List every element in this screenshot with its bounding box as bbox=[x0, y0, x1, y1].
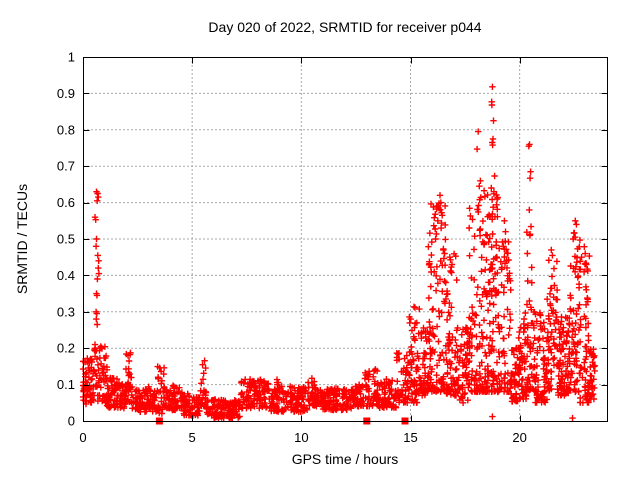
y-tick-label: 0.4 bbox=[57, 268, 75, 283]
y-tick-label: 0.5 bbox=[57, 232, 75, 247]
x-tick-label: 10 bbox=[294, 430, 308, 445]
y-tick-label: 0.7 bbox=[57, 159, 75, 174]
chart-title: Day 020 of 2022, SRMTID for receiver p04… bbox=[208, 19, 482, 35]
y-tick-label: 0.1 bbox=[57, 377, 75, 392]
x-tick-label: 5 bbox=[189, 430, 196, 445]
y-tick-label: 0.6 bbox=[57, 195, 75, 210]
y-tick-label: 0.8 bbox=[57, 122, 75, 137]
x-tick-label: 20 bbox=[512, 430, 526, 445]
x-axis-label: GPS time / hours bbox=[291, 451, 399, 467]
x-tick-label: 15 bbox=[403, 430, 417, 445]
y-tick-label: 0.9 bbox=[57, 86, 75, 101]
y-tick-label: 1 bbox=[68, 50, 75, 65]
y-tick-label: 0.3 bbox=[57, 304, 75, 319]
x-tick-label: 0 bbox=[79, 430, 86, 445]
y-tick-label: 0.2 bbox=[57, 341, 75, 356]
data-points-plus-markers bbox=[79, 83, 599, 422]
y-tick-label: 0 bbox=[68, 414, 75, 429]
